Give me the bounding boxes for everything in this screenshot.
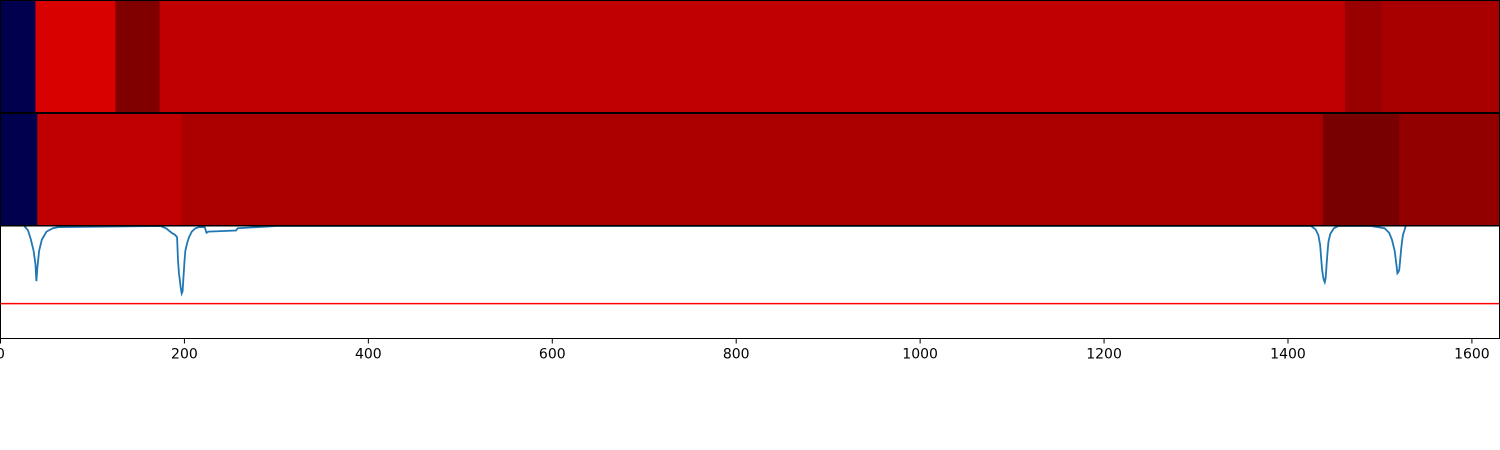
heatmap-cell-1-6	[1381, 0, 1500, 113]
heatmap-cell-1-4	[159, 0, 1346, 113]
heatmap-panel-middle	[0, 113, 1500, 226]
x-tick-label: 1200	[1086, 347, 1122, 363]
heatmap-panel-top	[0, 0, 1500, 113]
heatmap-cell-1-5	[1345, 0, 1383, 113]
x-tick-label: 600	[539, 347, 566, 363]
x-tick-label: 1600	[1454, 347, 1490, 363]
x-tick-label: 1400	[1270, 347, 1306, 363]
series-line	[23, 225, 1407, 297]
heatmap-cell-1-1	[0, 0, 37, 113]
heatmap-cell-2-4	[1322, 113, 1400, 226]
line-panel	[0, 225, 1500, 305]
heatmap-cell-2-1	[0, 113, 38, 226]
x-tick-label: 1000	[902, 347, 938, 363]
x-tick-label: 800	[723, 347, 750, 363]
heatmap-cell-2-5	[1399, 113, 1500, 226]
x-axis: 0 200 400 600 800 1000 1200 1400 1600	[0, 338, 1490, 363]
heatmap-cell-2-3	[181, 113, 1324, 226]
x-tick-label: 0	[0, 347, 5, 363]
x-tick-label: 200	[171, 347, 198, 363]
heatmap-cell-1-3	[115, 0, 161, 113]
heatmap-cell-1-2	[35, 0, 117, 113]
panel-frame-3	[0, 225, 1500, 339]
heatmap-cell-2-2	[37, 113, 183, 226]
x-tick-label: 400	[355, 347, 382, 363]
